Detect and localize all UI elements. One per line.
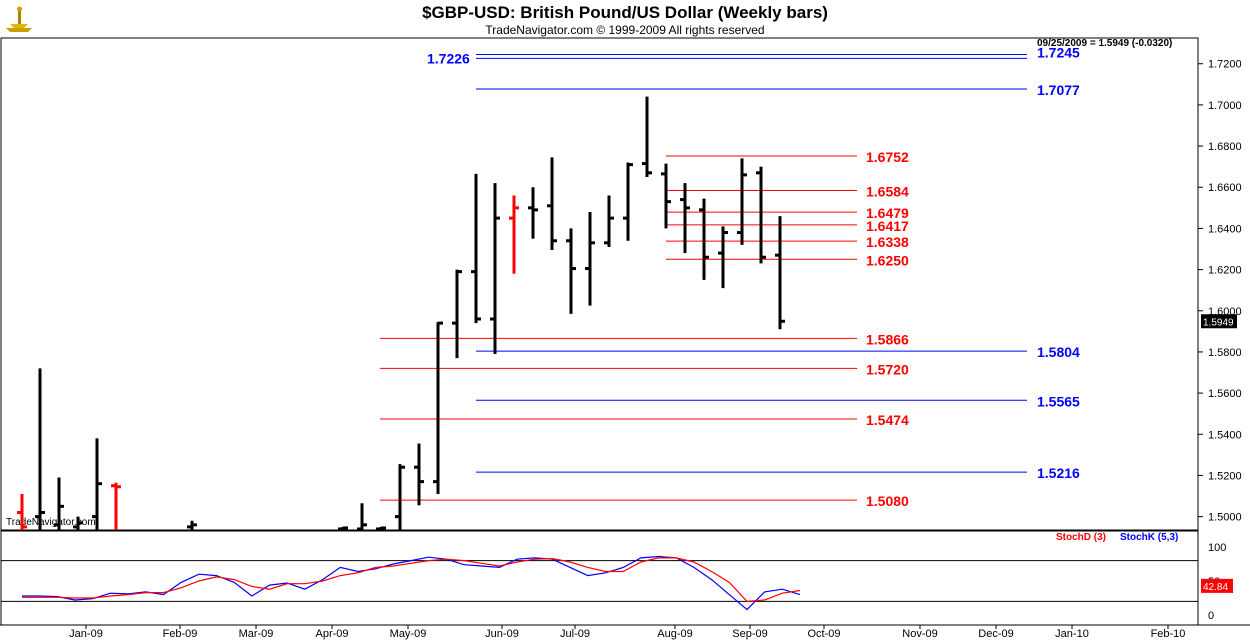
ohlc-bar [756, 166, 766, 264]
price-tick-label: 1.6800 [1208, 141, 1242, 153]
price-tick-label: 1.5600 [1208, 388, 1242, 400]
price-tick-label: 1.5400 [1208, 429, 1242, 441]
date-tick-label: Nov-09 [902, 628, 937, 640]
stochastic-panel: 10050042.84 [1, 542, 1233, 622]
price-tick-label: 1.6200 [1208, 265, 1242, 277]
stoch-value-label: 42.84 [1203, 582, 1228, 593]
level-label: 1.5804 [1037, 344, 1080, 360]
ohlc-bar [547, 157, 557, 251]
price-panel-frame [0, 37, 1199, 531]
ohlc-bar [623, 162, 633, 241]
date-tick-label: Jul-09 [560, 628, 590, 640]
level-label: 1.5474 [866, 412, 909, 428]
level-lines: 1.7226 1.7245 1.7077 1.6752 1.6584 1.64791.64… [380, 44, 1080, 509]
level-label: 1.7245 [1037, 44, 1080, 60]
ohlc-bar [566, 228, 576, 314]
date-tick-label: Dec-09 [978, 628, 1013, 640]
ohlc-bar [73, 516, 83, 530]
ohlc-bar [604, 195, 614, 247]
level-label: 1.5720 [866, 361, 909, 377]
ohlc-bar [642, 96, 652, 177]
ohlc-bar [395, 464, 405, 530]
ohlc-bar [433, 321, 443, 494]
date-tick-label: Jun-09 [485, 628, 519, 640]
ohlc-bar [585, 211, 595, 306]
level-label: 1.7077 [1037, 82, 1080, 98]
ohlc-bar [680, 183, 690, 254]
price-tick-label: 1.6600 [1208, 182, 1242, 194]
chart-frame [0, 37, 1250, 626]
ohlc-bar [775, 216, 785, 330]
tradenavigator-logo-icon [2, 2, 36, 36]
ohlc-bar [17, 493, 27, 530]
stoch-tick-label: 0 [1208, 610, 1214, 622]
price-tick-label: 1.5000 [1208, 512, 1242, 524]
date-tick-label: Jan-10 [1055, 628, 1089, 640]
stochd-line [22, 557, 801, 603]
level-label: 1.6338 [866, 234, 909, 250]
date-tick-label: Mar-09 [239, 628, 274, 640]
level-label: 1.6417 [866, 218, 909, 234]
watermark: TradeNavigator.com [6, 517, 96, 528]
price-axis: 1.72001.70001.68001.66001.64001.62001.60… [1198, 59, 1242, 524]
ohlc-bar [509, 195, 519, 274]
ohlc-bar [54, 477, 64, 530]
date-axis: Jan-09 Feb-09 Mar-09 Apr-09 May-09 Jun-09 Jul-… [69, 625, 1185, 640]
date-tick-label: Feb-09 [163, 628, 198, 640]
level-label: 1.6479 [866, 205, 909, 221]
price-tick-label: 1.7200 [1208, 59, 1242, 71]
date-tick-label: Sep-09 [732, 628, 767, 640]
date-tick-label: Aug-09 [657, 628, 692, 640]
chart-subtitle: TradeNavigator.com © 1999-2009 All right… [485, 23, 765, 37]
stochk-legend: StochK (5,3) [1120, 532, 1179, 543]
level-label: 1.6752 [866, 149, 909, 165]
last-price-tag [1201, 314, 1237, 329]
level-label: 1.7226 [427, 50, 470, 66]
date-tick-label: Feb-10 [1151, 628, 1186, 640]
ohlc-bar [376, 526, 386, 531]
level-label: 1.5866 [866, 331, 909, 347]
level-label: 1.5565 [1037, 393, 1080, 409]
last-price-info: 09/25/2009 = 1.5949 (-0.0320) [1037, 38, 1173, 49]
stochd-legend: StochD (3) [1056, 532, 1106, 543]
ohlc-bar [452, 269, 462, 359]
ohlc-bar [111, 482, 121, 530]
stoch-value-tag [1201, 578, 1233, 593]
level-label: 1.5216 [1037, 465, 1080, 481]
ohlc-bar [490, 183, 500, 354]
ohlc-bar [92, 438, 102, 530]
ohlc-bar [357, 503, 367, 531]
chart-title: $GBP-USD: British Pound/US Dollar (Weekl… [422, 3, 828, 22]
ohlc-bar [737, 158, 747, 245]
ohlc-bar [187, 520, 197, 530]
price-tick-label: 1.6400 [1208, 223, 1242, 235]
ohlc-bar [338, 526, 348, 531]
stoch-tick-label: 100 [1208, 542, 1226, 554]
ohlc-bar [661, 163, 671, 229]
date-tick-label: Oct-09 [807, 628, 840, 640]
ohlc-bar [35, 368, 45, 530]
date-tick-label: May-09 [390, 628, 427, 640]
ohlc-bar [718, 226, 728, 289]
date-tick-label: Apr-09 [315, 628, 348, 640]
ohlc-bar [414, 443, 424, 506]
price-tick-label: 1.5200 [1208, 470, 1242, 482]
ohlc-bar [471, 173, 481, 324]
level-label: 1.6584 [866, 184, 909, 200]
ohlc-bar [528, 187, 538, 239]
price-tick-label: 1.7000 [1208, 100, 1242, 112]
price-tick-label: 1.5800 [1208, 347, 1242, 359]
ohlc-bar [699, 198, 709, 280]
date-tick-label: Jan-09 [69, 628, 103, 640]
price-bars [17, 96, 785, 531]
level-label: 1.5080 [866, 493, 909, 509]
stoch-panel-frame [0, 530, 1199, 626]
level-label: 1.6250 [866, 252, 909, 268]
last-price-tag-label: 1.5949 [1203, 317, 1234, 328]
